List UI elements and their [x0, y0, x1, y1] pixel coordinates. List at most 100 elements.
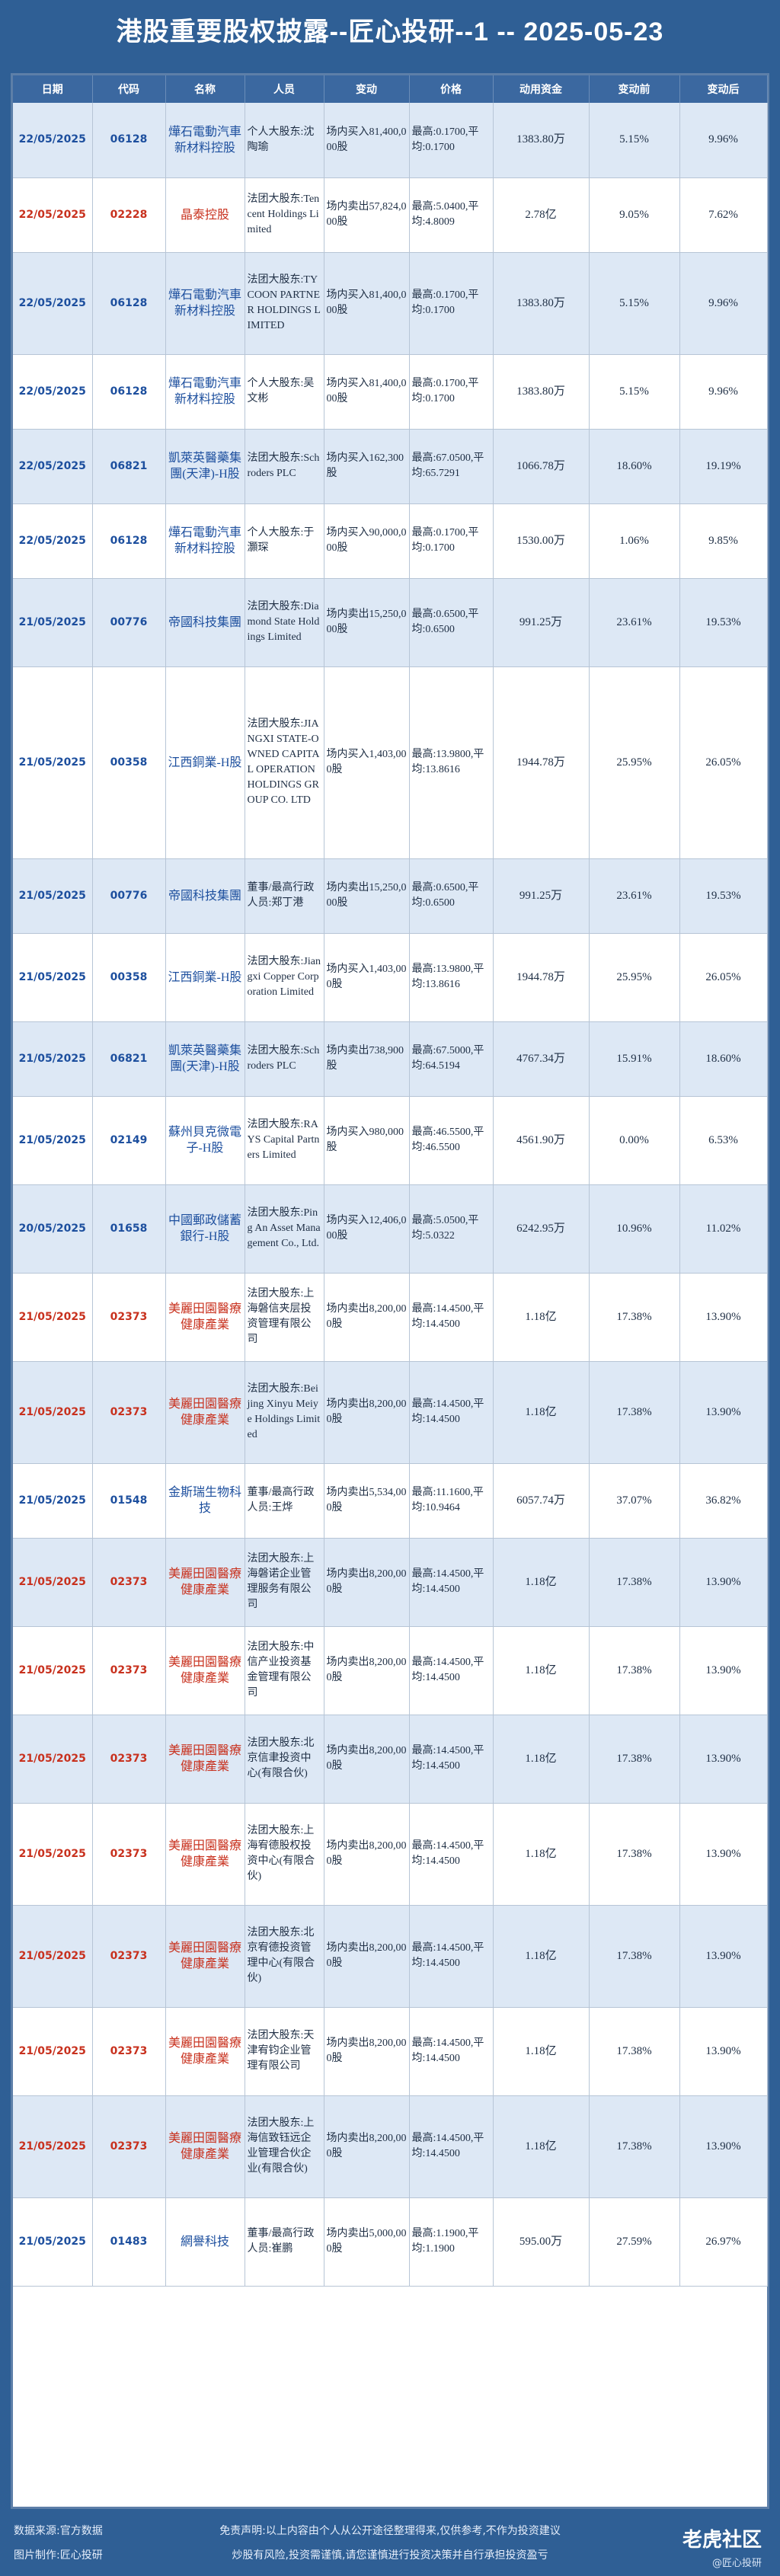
footer: 数据来源:官方数据 图片制作:匠心投研 免责声明:以上内容由个人从公开途径整理得… [0, 2514, 780, 2576]
cell-change: 场内买入90,000,000股 [324, 503, 410, 579]
cell-name: 燁石電動汽車新材料控股 [165, 252, 245, 355]
cell-person: 董事/最高行政人员:郑丁港 [245, 858, 324, 934]
table-row: 21/05/2025 01548 金斯瑞生物科技 董事/最高行政人员:王烨 场内卖出5,… [13, 1463, 768, 1539]
cell-price: 最高:5.0400,平均:4.8009 [409, 177, 494, 253]
column-header: 动用资金 [493, 75, 590, 103]
cell-amount: 4767.34万 [493, 1021, 590, 1097]
cell-price: 最高:67.5000,平均:64.5194 [409, 1021, 494, 1097]
cell-name: 美麗田園醫療健康產業 [165, 1538, 245, 1627]
column-header: 日期 [13, 75, 93, 103]
cell-date: 22/05/2025 [13, 503, 93, 579]
cell-code: 02373 [92, 2007, 166, 2096]
cell-change: 场内买入1,403,000股 [324, 933, 410, 1022]
table-row: 21/05/2025 02373 美麗田園醫療健康產業 法团大股东:北京宥德投资管理中… [13, 1905, 768, 2008]
table-row: 21/05/2025 02149 蘇州貝克微電子-H股 法团大股东:RAYS Capi… [13, 1096, 768, 1185]
table-row: 21/05/2025 02373 美麗田園醫療健康產業 法团大股东:上海磐诺企业管理服… [13, 1538, 768, 1627]
cell-person: 法团大股东:TYCOON PARTNER HOLDINGS LIMITED [245, 252, 324, 355]
brand-watermark: 老虎社区 [682, 2529, 762, 2552]
table-row: 21/05/2025 00776 帝國科技集團 法团大股东:Diamond State… [13, 578, 768, 667]
cell-change: 场内买入980,000股 [324, 1096, 410, 1185]
cell-price: 最高:14.4500,平均:14.4500 [409, 1626, 494, 1715]
cell-date: 21/05/2025 [13, 2007, 93, 2096]
cell-code: 06128 [92, 252, 166, 355]
cell-after: 9.96% [679, 103, 768, 178]
cell-person: 法团大股东:北京宥德投资管理中心(有限合伙) [245, 1905, 324, 2008]
cell-price: 最高:0.1700,平均:0.1700 [409, 252, 494, 355]
cell-name: 美麗田園醫療健康產業 [165, 1803, 245, 1906]
column-header: 代码 [92, 75, 166, 103]
cell-code: 02149 [92, 1096, 166, 1185]
cell-date: 21/05/2025 [13, 1096, 93, 1185]
cell-name: 江西銅業-H股 [165, 666, 245, 859]
column-header: 变动前 [589, 75, 680, 103]
cell-name: 美麗田園醫療健康產業 [165, 1361, 245, 1464]
cell-after: 13.90% [679, 1538, 768, 1627]
cell-name: 美麗田園醫療健康產業 [165, 2095, 245, 2198]
cell-price: 最高:14.4500,平均:14.4500 [409, 1538, 494, 1627]
cell-amount: 1.18亿 [493, 1905, 590, 2008]
cell-date: 21/05/2025 [13, 2095, 93, 2198]
column-header: 人员 [245, 75, 324, 103]
cell-change: 场内卖出5,534,000股 [324, 1463, 410, 1539]
cell-code: 02373 [92, 1715, 166, 1804]
cell-change: 场内买入81,400,000股 [324, 103, 410, 178]
cell-after: 18.60% [679, 1021, 768, 1097]
cell-code: 06128 [92, 354, 166, 430]
cell-name: 美麗田園醫療健康產業 [165, 1715, 245, 1804]
table-row: 22/05/2025 06128 燁石電動汽車新材料控股 个人大股东:于灝琛 场内买入9… [13, 503, 768, 579]
cell-amount: 1383.80万 [493, 354, 590, 430]
cell-price: 最高:13.9800,平均:13.8616 [409, 933, 494, 1022]
cell-person: 个人大股东:沈陶瑜 [245, 103, 324, 178]
cell-change: 场内卖出8,200,000股 [324, 1273, 410, 1362]
table-row: 20/05/2025 01658 中國郵政儲蓄銀行-H股 法团大股东:Ping An … [13, 1184, 768, 1274]
cell-date: 22/05/2025 [13, 429, 93, 504]
table-row: 21/05/2025 02373 美麗田園醫療健康產業 法团大股东:北京信聿投资中心(… [13, 1715, 768, 1804]
table-row: 21/05/2025 02373 美麗田園醫療健康產業 法团大股东:Beijing X… [13, 1361, 768, 1464]
cell-before: 9.05% [589, 177, 680, 253]
cell-price: 最高:14.4500,平均:14.4500 [409, 1803, 494, 1906]
cell-person: 法团大股东:中信产业投资基金管理有限公司 [245, 1626, 324, 1715]
cell-change: 场内卖出8,200,000股 [324, 1715, 410, 1804]
cell-date: 21/05/2025 [13, 1905, 93, 2008]
cell-price: 最高:14.4500,平均:14.4500 [409, 1273, 494, 1362]
cell-code: 06821 [92, 429, 166, 504]
cell-change: 场内卖出8,200,000股 [324, 2095, 410, 2198]
table-row: 21/05/2025 02373 美麗田園醫療健康產業 法团大股东:上海磐信夹层投资管… [13, 1273, 768, 1362]
cell-change: 场内卖出15,250,000股 [324, 858, 410, 934]
disclaimer-line-2: 炒股有风险,投资需谨慎,请您谨慎进行投资决策并自行承担投资盈亏 [232, 2549, 548, 2562]
cell-change: 场内买入81,400,000股 [324, 354, 410, 430]
cell-before: 10.96% [589, 1184, 680, 1274]
cell-amount: 4561.90万 [493, 1096, 590, 1185]
cell-amount: 991.25万 [493, 578, 590, 667]
column-header: 变动 [324, 75, 410, 103]
cell-person: 法团大股东:上海宥德股权投资中心(有限合伙) [245, 1803, 324, 1906]
cell-person: 法团大股东:Beijing Xinyu Meiye Holdings Limit… [245, 1361, 324, 1464]
cell-after: 19.19% [679, 429, 768, 504]
cell-after: 13.90% [679, 1905, 768, 2008]
cell-name: 美麗田園醫療健康產業 [165, 2007, 245, 2096]
cell-amount: 2.78亿 [493, 177, 590, 253]
cell-amount: 595.00万 [493, 2197, 590, 2287]
page-title: 港股重要股权披露--匠心投研--1 -- 2025-05-23 [116, 18, 664, 46]
cell-person: 法团大股东:JIANGXI STATE-OWNED CAPITAL OPERAT… [245, 666, 324, 859]
cell-change: 场内卖出738,900股 [324, 1021, 410, 1097]
cell-change: 场内买入81,400,000股 [324, 252, 410, 355]
cell-name: 凱萊英醫藥集團(天津)-H股 [165, 1021, 245, 1097]
cell-code: 06128 [92, 103, 166, 178]
cell-person: 法团大股东:上海信致钰远企业管理合伙企业(有限合伙) [245, 2095, 324, 2198]
cell-after: 13.90% [679, 1273, 768, 1362]
cell-date: 21/05/2025 [13, 933, 93, 1022]
cell-amount: 1944.78万 [493, 666, 590, 859]
cell-date: 20/05/2025 [13, 1184, 93, 1274]
data-source-label: 数据来源:官方数据 [14, 2525, 103, 2537]
cell-code: 02373 [92, 1626, 166, 1715]
cell-person: 法团大股东:北京信聿投资中心(有限合伙) [245, 1715, 324, 1804]
cell-code: 00358 [92, 933, 166, 1022]
cell-amount: 991.25万 [493, 858, 590, 934]
cell-code: 02373 [92, 1803, 166, 1906]
table-row: 22/05/2025 06821 凱萊英醫藥集團(天津)-H股 法团大股东:Schro… [13, 429, 768, 504]
cell-after: 9.96% [679, 354, 768, 430]
cell-person: 法团大股东:Tencent Holdings Limited [245, 177, 324, 253]
author-handle: @匠心投研 [711, 2558, 762, 2569]
cell-price: 最高:5.0500,平均:5.0322 [409, 1184, 494, 1274]
